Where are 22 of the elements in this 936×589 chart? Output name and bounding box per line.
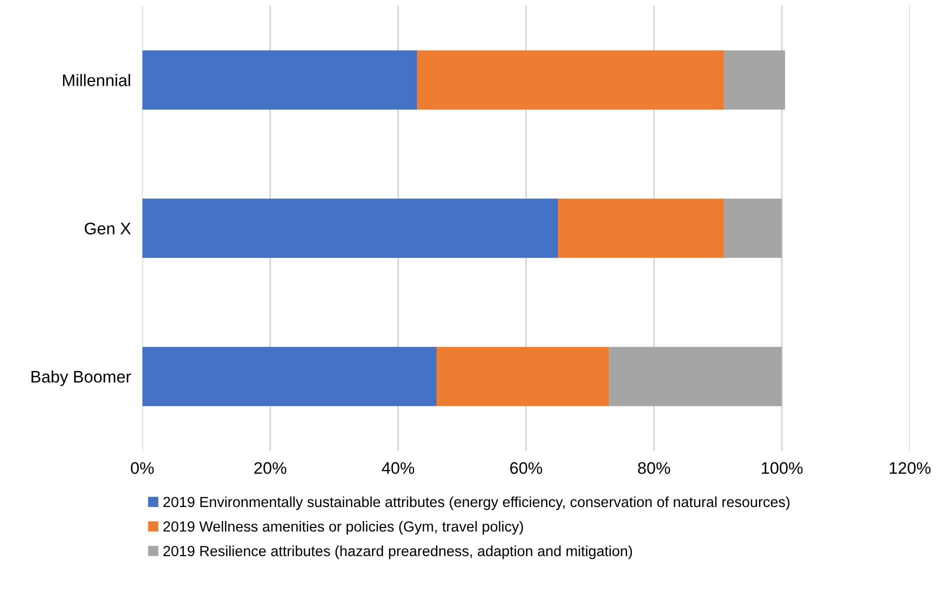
legend-label: 2019 Resilience attributes (hazard prearedness, adaption and mitigation)	[163, 546, 632, 560]
x-tick-label: 0%	[130, 462, 154, 474]
bar	[436, 346, 610, 406]
x-tick-label: 60%	[510, 462, 542, 474]
bar	[558, 198, 724, 258]
x-tick-label: 40%	[382, 462, 414, 474]
legend-label: 2019 Environmentally sustainable attributes (energy efficiency, conservation of natural resources)	[163, 496, 790, 510]
x-tick-label: 20%	[254, 462, 286, 474]
bar	[724, 198, 782, 258]
bar	[417, 50, 724, 110]
bar	[609, 346, 782, 406]
x-tick-label: 80%	[638, 462, 670, 474]
bar	[724, 50, 786, 110]
y-tick-label: Gen X	[84, 222, 131, 234]
y-tick-label: Baby Boomer	[32, 370, 131, 386]
bar	[142, 50, 418, 110]
legend-label: 2019 Wellness amenities or policies (Gym, travel policy)	[163, 520, 523, 535]
bar	[142, 198, 558, 258]
bar	[142, 346, 436, 406]
x-tick-label: 120%	[890, 462, 931, 474]
x-tick-label: 100%	[762, 462, 803, 474]
y-tick-label: Millennial	[63, 74, 130, 86]
